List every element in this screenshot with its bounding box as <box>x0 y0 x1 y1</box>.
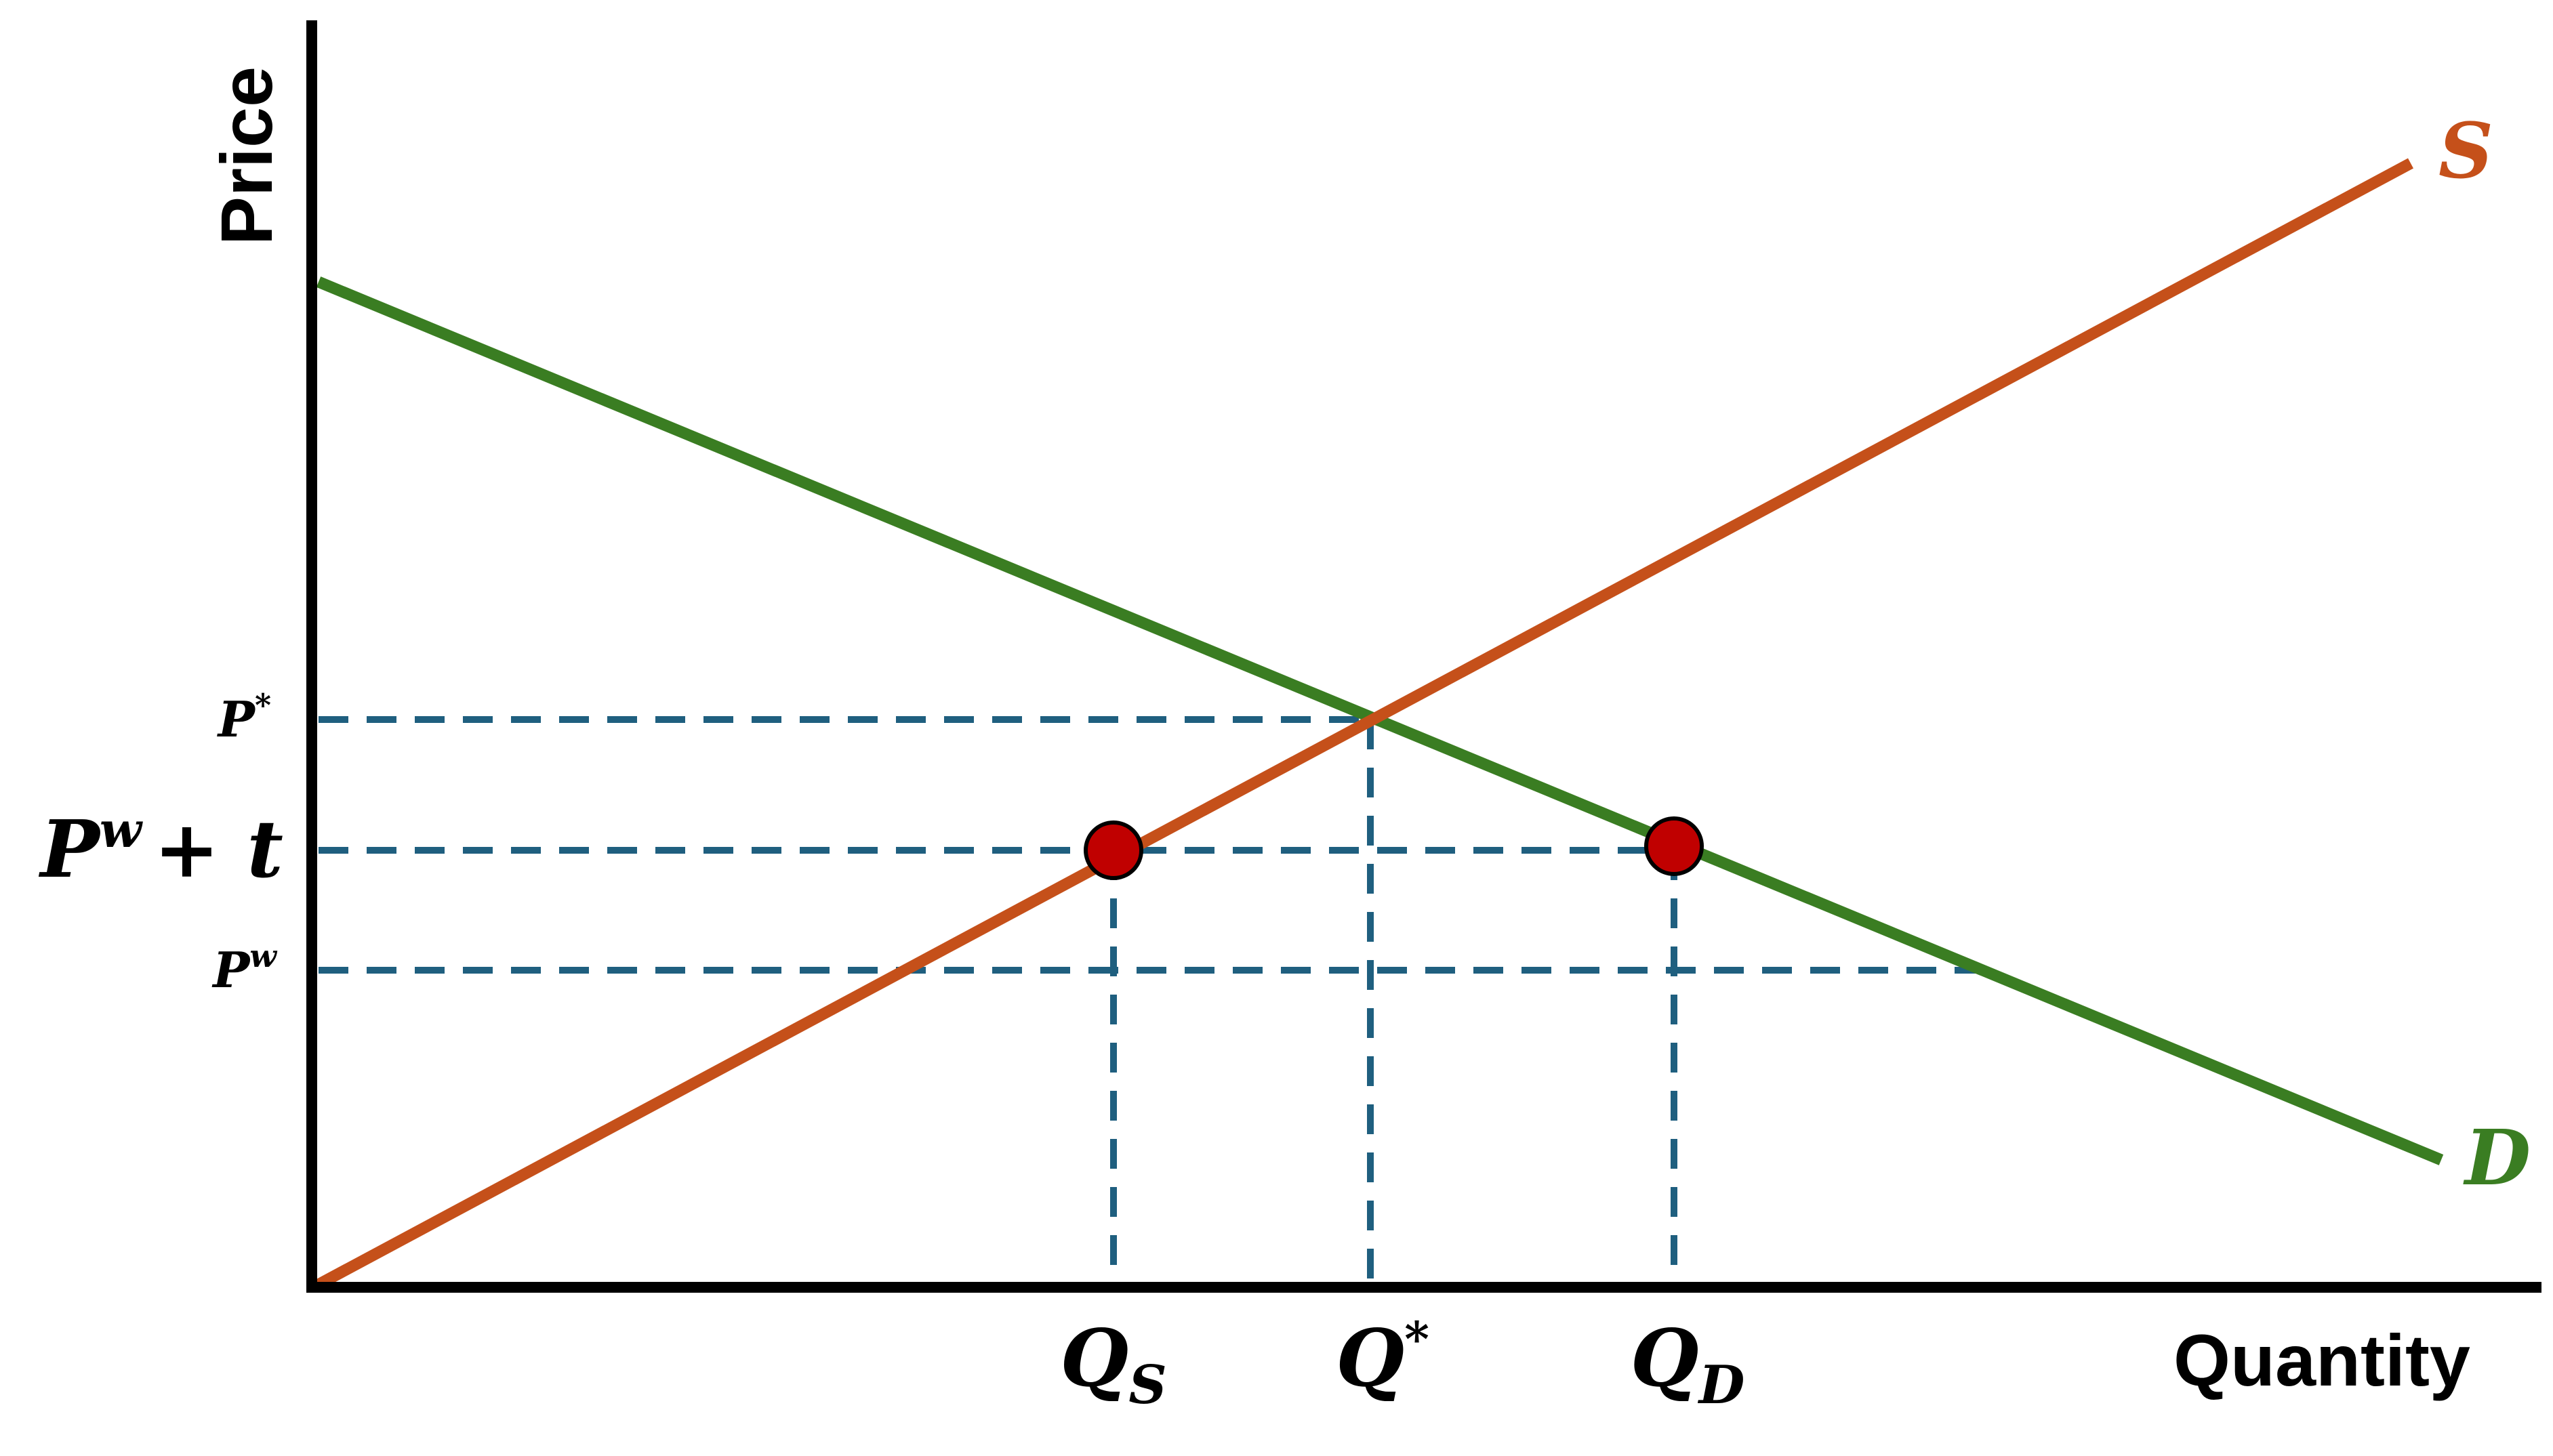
demand-label: D <box>2463 1114 2531 1203</box>
axes <box>306 20 2541 1293</box>
q-star-sup: * <box>1404 1311 1429 1367</box>
supply-point-qs <box>1084 820 1143 880</box>
p-star-base: P <box>217 690 256 748</box>
q-star-base: Q <box>1336 1312 1404 1405</box>
pw-sup: w <box>249 938 277 974</box>
pw-plus-t-rest: + t <box>154 804 283 896</box>
supply-label: S <box>2438 107 2493 196</box>
pw-plus-t-sup: w <box>100 801 144 858</box>
qs-label: QS <box>1060 1312 1166 1416</box>
pw-plus-t-label: Pw + t <box>39 801 283 896</box>
pw-label: Pw <box>211 938 277 999</box>
q-star-label: Q* <box>1336 1311 1429 1405</box>
qs-sub: S <box>1128 1354 1166 1416</box>
p-star-sup: * <box>255 687 271 724</box>
guide-lines <box>319 716 1979 1287</box>
x-axis-label: Quantity <box>2173 1319 2470 1401</box>
demand-point-qd <box>1644 816 1704 876</box>
supply-curve <box>312 158 2414 1291</box>
p-star-label: P* <box>217 687 271 748</box>
qs-base: Q <box>1060 1312 1128 1405</box>
qd-base: Q <box>1631 1312 1699 1405</box>
y-axis-label: Price <box>205 66 287 245</box>
qd-label: QD <box>1631 1312 1745 1416</box>
qd-sub: D <box>1698 1354 1745 1416</box>
pw-base: P <box>211 941 251 999</box>
pw-plus-t-base: P <box>39 804 102 896</box>
